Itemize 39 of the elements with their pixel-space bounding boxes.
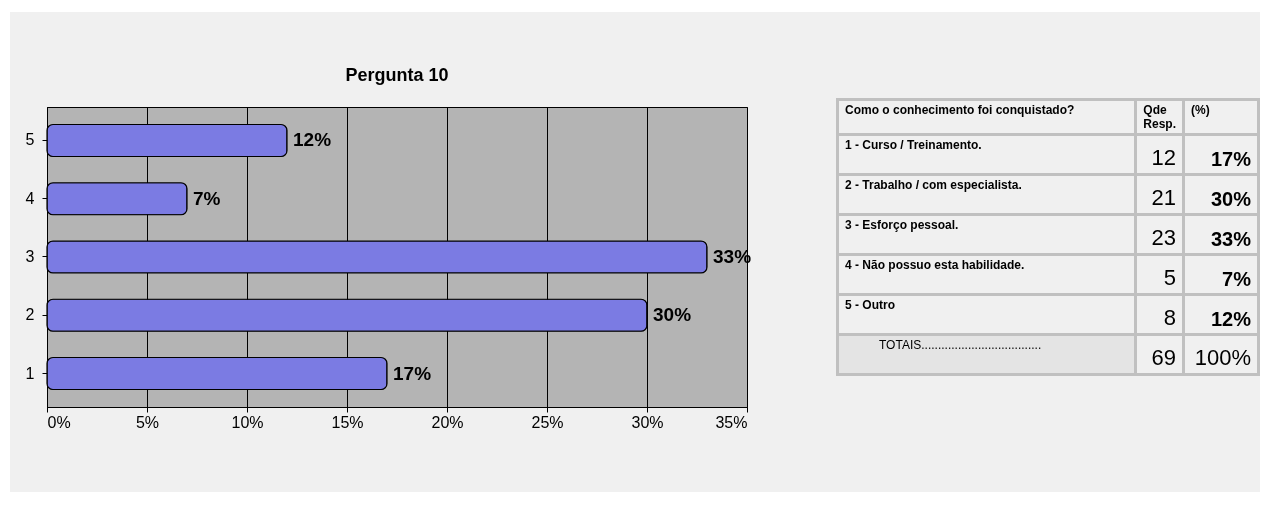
y-tick-label: 2 bbox=[25, 306, 35, 324]
x-tick-label: 10% bbox=[231, 413, 264, 431]
x-tick-label: 20% bbox=[431, 413, 464, 431]
text: (%) bbox=[1183, 99, 1259, 135]
x-tick-label: 30% bbox=[631, 413, 664, 431]
x-tick-label: 5% bbox=[135, 413, 160, 431]
data-label: 30% bbox=[653, 304, 692, 326]
data-label: 12% bbox=[293, 129, 332, 151]
data-label: 8 bbox=[1135, 294, 1184, 335]
series-label: Qde Resp. bbox=[1135, 99, 1184, 135]
data-label: 23 bbox=[1135, 214, 1184, 255]
data-label: 30% bbox=[1183, 174, 1259, 215]
data-label: 5 bbox=[1135, 254, 1184, 295]
category-label: TOTAIS.................................... bbox=[837, 334, 1136, 375]
category-label: 3 - Esforço pessoal. bbox=[837, 214, 1136, 255]
data-label: 7% bbox=[193, 187, 221, 209]
x-tick-label: 35% bbox=[715, 413, 748, 431]
category-label: 5 - Outro bbox=[837, 294, 1136, 335]
category-label: 4 - Não possuo esta habilidade. bbox=[837, 254, 1136, 295]
y-tick-label: 5 bbox=[25, 131, 35, 149]
y-tick-label: 3 bbox=[25, 248, 35, 265]
category-label: 1 - Curso / Treinamento. bbox=[837, 134, 1136, 175]
x-tick-label: 25% bbox=[531, 413, 564, 431]
data-label: 17% bbox=[1183, 134, 1259, 175]
category-label: 2 - Trabalho / com especialista. bbox=[837, 174, 1136, 215]
data-label: 100% bbox=[1183, 334, 1259, 375]
y-tick-label: 4 bbox=[25, 189, 35, 207]
data-label: 12 bbox=[1135, 134, 1184, 175]
chart-title: Pergunta 10 bbox=[345, 65, 449, 85]
x-tick-label: 0% bbox=[47, 413, 71, 431]
data-label: 17% bbox=[393, 362, 432, 384]
data-label: 69 bbox=[1135, 334, 1184, 375]
data-label: 21 bbox=[1135, 174, 1184, 215]
data-label: 33% bbox=[1183, 214, 1259, 255]
text: Como o conhecimento foi conquistado? bbox=[837, 99, 1136, 135]
data-label: 7% bbox=[1183, 254, 1259, 295]
y-tick-label: 1 bbox=[25, 364, 35, 382]
data-label: 12% bbox=[1183, 294, 1259, 335]
x-tick-label: 15% bbox=[331, 413, 364, 431]
